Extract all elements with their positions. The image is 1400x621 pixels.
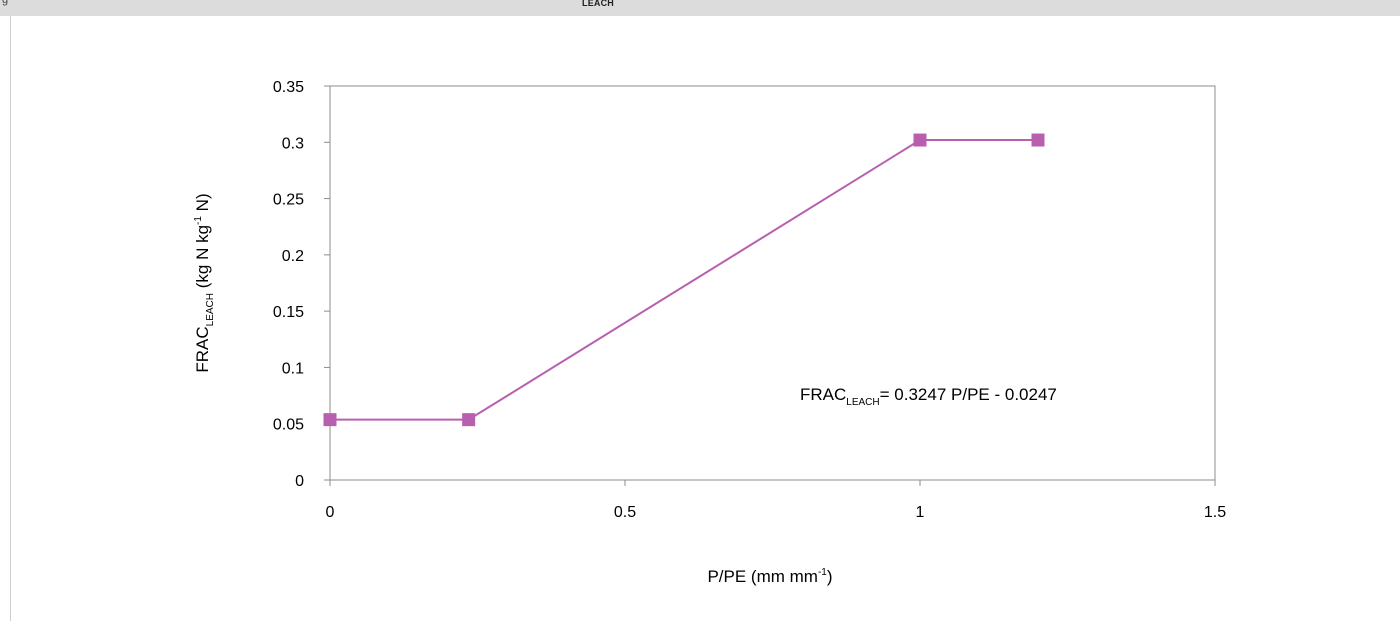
equation-rest: = 0.3247 P/PE - 0.0247 (880, 385, 1057, 404)
y-tick-label: 0.35 (273, 79, 304, 96)
data-point-marker (462, 413, 476, 427)
y-axis-ticks: 0 0.05 0.1 0.15 0.2 0.25 0.3 0.35 (273, 79, 330, 490)
top-bar-center-text: LEACH (582, 0, 614, 8)
y-axis-label-units-end: N) (193, 193, 212, 216)
y-axis-label-units: (kg N kg (193, 225, 212, 293)
x-tick-label: 0 (326, 504, 335, 521)
y-tick-label: 0.2 (282, 248, 304, 265)
y-tick-label: 0.15 (273, 304, 304, 321)
equation-annotation: FRACLEACH= 0.3247 P/PE - 0.0247 (800, 385, 1057, 408)
y-axis-label: FRACLEACH (kg N kg-1 N) (193, 193, 216, 372)
y-axis-label-subscript: LEACH (205, 293, 216, 326)
equation-main: FRAC (800, 385, 846, 404)
y-tick-label: 0.1 (282, 360, 304, 377)
data-point-marker (323, 413, 337, 427)
equation-subscript: LEACH (846, 397, 879, 408)
x-axis-label-main: P/PE (mm mm (707, 567, 818, 586)
plot-area-frame (329, 85, 1216, 481)
y-tick-label: 0.05 (273, 417, 304, 434)
x-axis-ticks: 0 0.5 1 1.5 (326, 480, 1226, 521)
series-layer (323, 133, 1045, 427)
y-tick-label: 0 (295, 473, 304, 490)
y-axis-label-superscript: -1 (193, 216, 204, 225)
top-bar-left-text: g (2, 0, 9, 6)
x-tick-label: 1.5 (1204, 504, 1226, 521)
x-tick-label: 0.5 (614, 504, 636, 521)
data-point-marker (913, 133, 927, 147)
series-line (330, 139, 1038, 421)
x-axis-label-superscript: -1 (818, 567, 827, 578)
left-frame-border (10, 16, 11, 621)
y-tick-label: 0.25 (273, 192, 304, 209)
data-point-marker (1031, 133, 1045, 147)
y-axis-label-main: FRAC (193, 326, 212, 372)
x-axis-label: P/PE (mm mm-1) (707, 567, 832, 586)
y-tick-label: 0.3 (282, 135, 304, 152)
x-axis-label-end: ) (827, 567, 833, 586)
x-tick-label: 1 (916, 504, 925, 521)
top-bar: g LEACH (0, 0, 1400, 16)
